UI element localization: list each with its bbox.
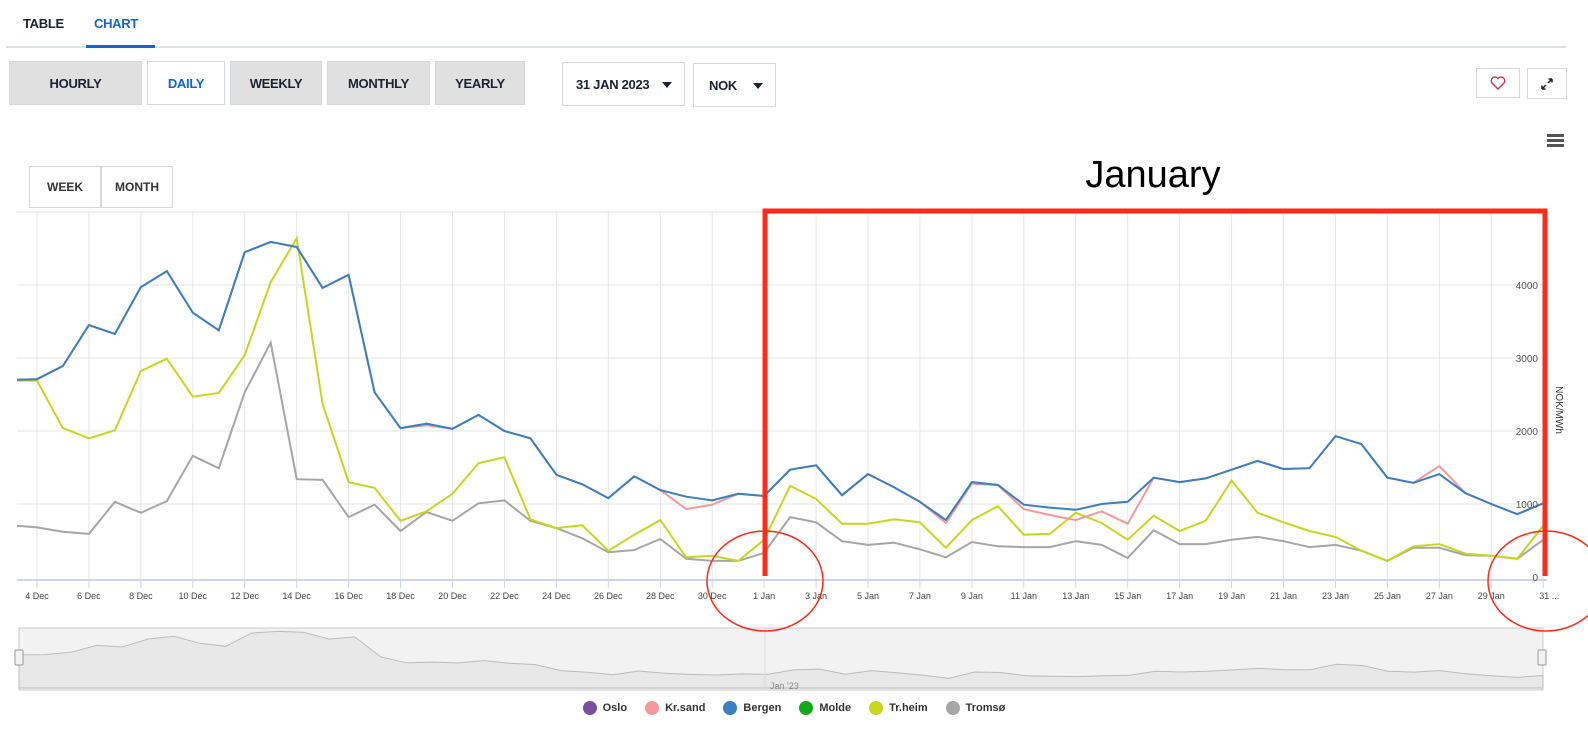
x-tick-label: 19 Jan bbox=[1218, 591, 1245, 601]
x-tick-label: 8 Dec bbox=[129, 591, 153, 601]
navigator-handle-right[interactable] bbox=[1537, 649, 1547, 666]
y-tick-label: 2000 bbox=[1516, 427, 1539, 438]
highlight-circle-start bbox=[706, 530, 824, 632]
highlight-circle-end bbox=[1487, 530, 1588, 632]
period-weekly-button[interactable]: WEEKLY bbox=[230, 61, 322, 105]
x-tick-label: 12 Dec bbox=[230, 591, 259, 601]
series-line-bergen[interactable] bbox=[11, 240, 1544, 522]
legend-item-molde[interactable]: Molde bbox=[799, 701, 851, 715]
navigator-handle-left[interactable] bbox=[14, 649, 24, 666]
x-tick-label: 1 Jan bbox=[753, 591, 775, 601]
range-week-button[interactable]: WEEK bbox=[29, 166, 101, 208]
series-line-troms[interactable] bbox=[11, 339, 1544, 562]
date-select[interactable]: 31 JAN 2023 bbox=[562, 62, 685, 106]
annotation-label: January bbox=[1085, 154, 1220, 196]
currency-select-value: NOK bbox=[709, 77, 737, 93]
x-tick-label: 30 Dec bbox=[698, 591, 727, 601]
tab-chart[interactable]: CHART bbox=[94, 16, 138, 31]
legend-label: Tromsø bbox=[965, 702, 1006, 714]
currency-select[interactable]: NOK bbox=[693, 63, 776, 107]
period-daily-button[interactable]: DAILY bbox=[147, 61, 225, 105]
x-tick-label: 5 Jan bbox=[857, 591, 879, 601]
view-tabs: TABLE CHART bbox=[6, 0, 1566, 48]
x-tick-label: 6 Dec bbox=[77, 591, 101, 601]
legend-item-oslo[interactable]: Oslo bbox=[582, 701, 628, 715]
legend-label: Bergen bbox=[743, 702, 782, 714]
legend-item-krsand[interactable]: Kr.sand bbox=[645, 701, 705, 715]
legend-item-troms[interactable]: Tromsø bbox=[945, 701, 1006, 715]
legend-marker-icon bbox=[799, 701, 814, 715]
chevron-down-icon bbox=[753, 83, 763, 89]
heart-icon bbox=[1490, 76, 1506, 90]
y-tick-label: 1000 bbox=[1516, 500, 1539, 511]
navigator-series bbox=[18, 630, 1544, 689]
y-tick-label: 0 bbox=[1532, 573, 1538, 584]
tab-table[interactable]: TABLE bbox=[23, 16, 64, 31]
x-tick-label: 24 Dec bbox=[542, 591, 571, 601]
legend-label: Tr.heim bbox=[889, 702, 928, 714]
x-tick-label: 7 Jan bbox=[909, 591, 931, 601]
chevron-down-icon bbox=[662, 82, 672, 88]
period-yearly-button[interactable]: YEARLY bbox=[435, 61, 525, 105]
legend-marker-icon bbox=[869, 701, 884, 715]
x-tick-label: 14 Dec bbox=[282, 591, 311, 601]
x-tick-label: 16 Dec bbox=[334, 591, 363, 601]
x-tick-label: 18 Dec bbox=[386, 591, 415, 601]
legend-marker-icon bbox=[645, 701, 660, 715]
active-tab-indicator bbox=[86, 45, 155, 48]
x-tick-label: 26 Dec bbox=[594, 591, 623, 601]
x-tick-label: 28 Dec bbox=[646, 591, 675, 601]
x-tick-label: 9 Jan bbox=[961, 591, 983, 601]
range-month-button[interactable]: MONTH bbox=[101, 166, 173, 208]
x-tick-label: 11 Jan bbox=[1011, 591, 1037, 601]
legend-marker-icon bbox=[582, 701, 597, 715]
x-tick-label: 21 Jan bbox=[1270, 591, 1297, 601]
fullscreen-button[interactable] bbox=[1527, 68, 1567, 99]
legend-label: Oslo bbox=[602, 702, 628, 714]
x-tick-label: 15 Jan bbox=[1114, 591, 1141, 601]
x-tick-label: 23 Jan bbox=[1322, 591, 1349, 601]
x-tick-label: 13 Jan bbox=[1062, 591, 1089, 601]
x-tick-label: 27 Jan bbox=[1426, 591, 1453, 601]
x-tick-label: 17 Jan bbox=[1166, 591, 1193, 601]
period-monthly-button[interactable]: MONTHLY bbox=[327, 61, 430, 105]
expand-icon bbox=[1541, 77, 1553, 90]
y-axis-title: NOK/MWh bbox=[1553, 386, 1564, 434]
period-hourly-button[interactable]: HOURLY bbox=[9, 61, 142, 105]
legend-item-bergen[interactable]: Bergen bbox=[723, 701, 781, 715]
x-tick-label: 25 Jan bbox=[1374, 591, 1401, 601]
legend-label: Molde bbox=[819, 702, 852, 714]
legend-marker-icon bbox=[723, 701, 738, 715]
chart-legend: Oslo Kr.sand Bergen Molde Tr.heim Tromsø bbox=[0, 701, 1588, 715]
legend-item-trheim[interactable]: Tr.heim bbox=[869, 701, 928, 715]
series-line-trheim[interactable] bbox=[11, 235, 1544, 563]
favorite-button[interactable] bbox=[1476, 68, 1520, 98]
x-tick-label: 10 Dec bbox=[179, 591, 208, 601]
x-tick-label: 20 Dec bbox=[438, 591, 467, 601]
legend-marker-icon bbox=[945, 701, 960, 715]
y-tick-label: 3000 bbox=[1516, 354, 1539, 365]
navigator-label: Jan '23 bbox=[770, 681, 799, 691]
january-bracket bbox=[762, 208, 1548, 576]
date-select-value: 31 JAN 2023 bbox=[576, 76, 650, 92]
x-tick-label: 3 Jan bbox=[805, 591, 827, 601]
x-tick-label: 22 Dec bbox=[490, 591, 519, 601]
y-tick-label: 4000 bbox=[1516, 281, 1539, 292]
x-tick-label: 31 ... bbox=[1539, 591, 1559, 601]
hamburger-menu-icon[interactable] bbox=[1547, 134, 1564, 148]
legend-label: Kr.sand bbox=[665, 702, 706, 714]
x-tick-label: 4 Dec bbox=[25, 591, 49, 601]
